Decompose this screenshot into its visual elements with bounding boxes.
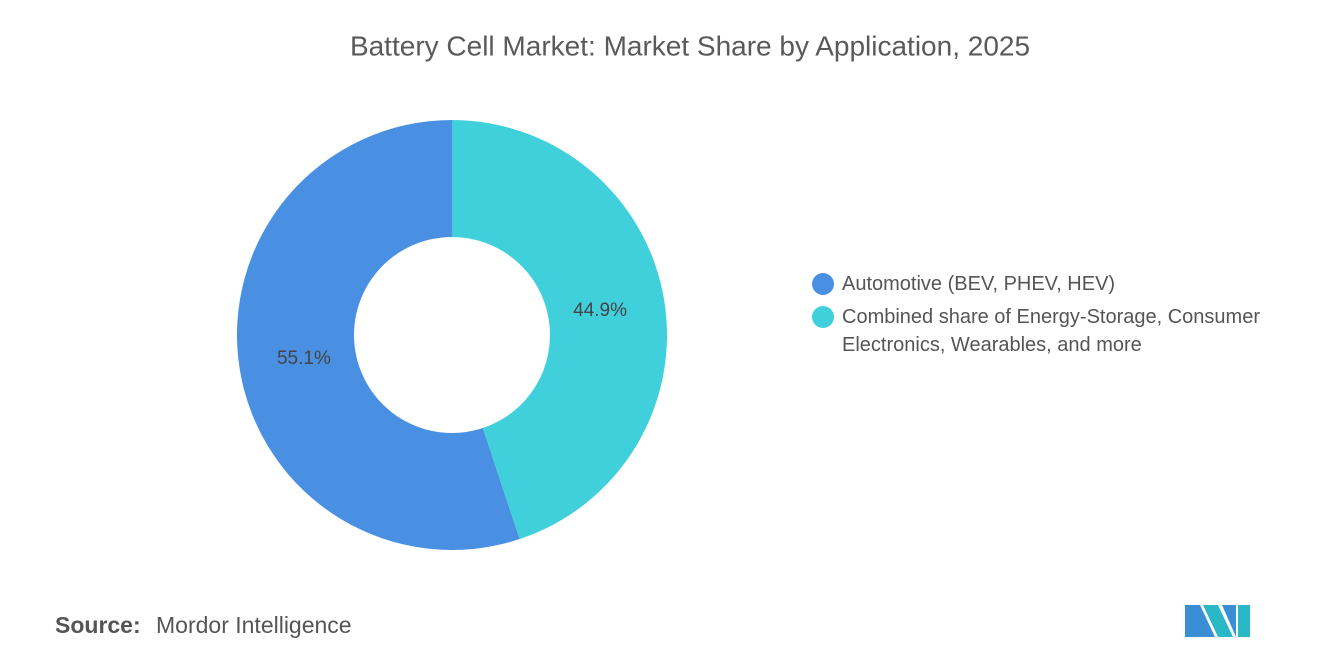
source-name: Mordor Intelligence xyxy=(156,612,352,638)
chart-title: Battery Cell Market: Market Share by App… xyxy=(350,30,1030,61)
slice xyxy=(236,120,520,550)
legend-item: Combined share of Energy-Storage, Consum… xyxy=(812,303,1292,359)
legend-marker xyxy=(812,273,834,295)
source-label: Source: xyxy=(55,612,141,638)
legend-item: Automotive (BEV, PHEV, HEV) xyxy=(812,270,1292,298)
slice xyxy=(452,120,667,540)
legend-label: Combined share of Energy-Storage, Consum… xyxy=(842,306,1260,356)
legend-label: Automotive (BEV, PHEV, HEV) xyxy=(842,273,1116,295)
data-label: 44.9% xyxy=(573,300,627,321)
logo xyxy=(1185,605,1250,637)
data-label: 55.1% xyxy=(277,348,331,369)
legend-marker xyxy=(812,306,834,328)
